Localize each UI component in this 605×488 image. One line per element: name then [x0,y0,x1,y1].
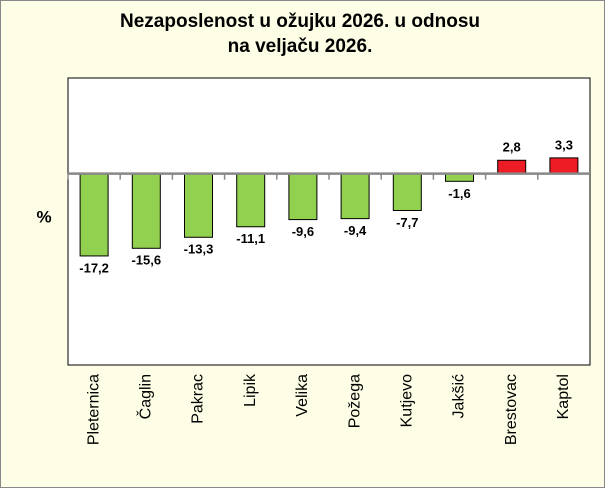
bar [236,173,266,228]
x-tick-label: Jakšić [451,374,468,418]
data-label: -9,6 [292,224,314,239]
data-label: 3,3 [555,137,573,152]
data-label: -9,4 [344,223,367,238]
data-label: -17,2 [79,260,109,275]
bar [131,173,161,249]
bar [288,173,318,221]
chart-title: Nezaposlenost u ožujku 2026. u odnosu [120,11,480,32]
data-label: -1,6 [448,186,470,201]
x-tick-label: Čaglin [136,374,155,419]
data-label: -15,6 [131,253,161,268]
x-tick-label: Požega [346,374,363,428]
bar [497,159,527,175]
x-tick-label: Pleternica [85,374,102,445]
bar [549,157,579,175]
x-tick-label: Brestovac [503,374,520,445]
bar [79,173,109,257]
bar [392,173,422,211]
bar [184,173,213,238]
bar [340,173,370,220]
x-tick-label: Lipik [242,373,259,407]
data-label: 2,8 [503,140,521,155]
data-label: -7,7 [396,215,418,230]
chart-title: na veljaču 2026. [228,36,373,57]
x-tick-label: Pakrac [190,374,207,424]
x-tick-label: Kaptol [555,374,572,419]
data-label: -11,1 [236,231,265,246]
x-tick-label: Velika [294,374,311,417]
y-axis-label: % [36,207,51,226]
data-label: -13,3 [184,242,214,257]
x-tick-label: Kutjevo [399,374,416,427]
